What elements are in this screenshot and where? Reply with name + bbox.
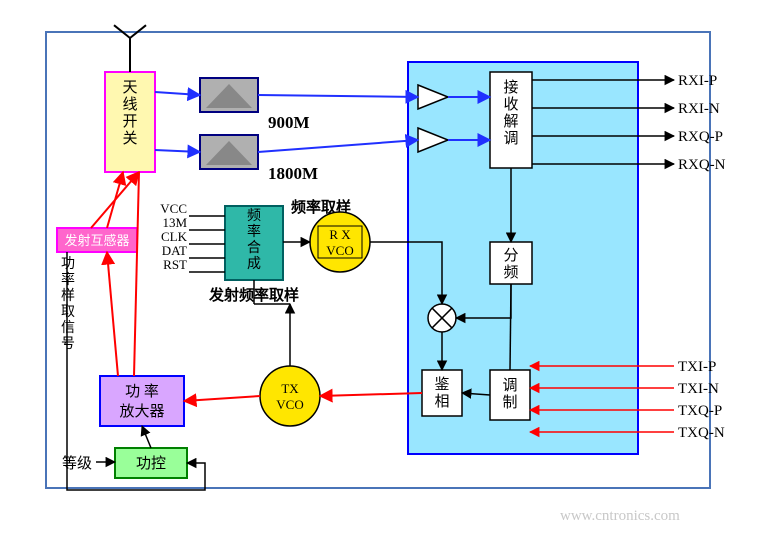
rxout-label-3: RXQ-N [678, 157, 726, 173]
svg-text:开: 开 [122, 114, 137, 130]
svg-text:天: 天 [122, 80, 137, 96]
rxout-label-1: RXI-N [678, 101, 720, 117]
svg-text:率: 率 [247, 223, 261, 240]
svg-text:调: 调 [502, 377, 517, 394]
txin-label-0: TXI-P [678, 359, 716, 375]
rxout-label-2: RXQ-P [678, 129, 723, 145]
svg-text:接: 接 [503, 79, 518, 96]
f2-to-amp2 [258, 140, 418, 152]
svg-text:样: 样 [61, 288, 75, 304]
synth-pin-label: 13M [162, 215, 187, 230]
sw-to-f2 [155, 150, 200, 152]
tx-sensor-label: 发射互感器 [64, 233, 129, 248]
tx-vco [260, 366, 320, 426]
svg-text:取: 取 [61, 305, 75, 320]
power-sample-label: 功率样取信号 [61, 256, 75, 352]
svg-text:功: 功 [61, 256, 75, 272]
svg-text:频: 频 [503, 264, 518, 281]
svg-text:线: 线 [122, 96, 137, 113]
svg-text:相: 相 [434, 393, 449, 410]
pa-to-sensor [107, 252, 118, 376]
txvco-to-pa [184, 396, 260, 401]
tx-vco-l2: VCO [276, 397, 303, 412]
antenna-switch-label: 天线开关 [122, 80, 137, 147]
svg-text:关: 关 [122, 130, 137, 147]
pa-l1: 功 率 [125, 383, 159, 400]
svg-text:制: 制 [502, 394, 517, 411]
sw-to-f1 [155, 92, 200, 95]
filter2-label: 1800M [268, 164, 318, 183]
synth-pin-label: VCC [160, 201, 187, 216]
txin-label-3: TXQ-N [678, 425, 725, 441]
pa-l2: 放大器 [119, 403, 164, 420]
rx-vco-l2: VCO [326, 243, 353, 258]
svg-text:鉴: 鉴 [434, 376, 449, 393]
synth-pin-label: RST [163, 257, 187, 272]
rx-vco [310, 212, 370, 272]
svg-text:频: 频 [247, 208, 261, 224]
rxout-label-0: RXI-P [678, 73, 717, 89]
synth-pin-label: CLK [161, 229, 188, 244]
pwrctrl-to-pa [142, 426, 151, 448]
sensor-to-switch2 [91, 172, 139, 228]
power-control-label: 功控 [136, 455, 166, 472]
wire [510, 284, 511, 370]
svg-text:合: 合 [247, 240, 261, 256]
svg-text:号: 号 [61, 337, 75, 352]
svg-text:调: 调 [503, 130, 518, 147]
svg-text:信: 信 [61, 320, 75, 336]
svg-text:率: 率 [61, 271, 75, 288]
phase-to-txvco [320, 393, 422, 396]
watermark: www.cntronics.com [560, 508, 680, 524]
tx-vco-l1: TX [281, 381, 299, 396]
svg-text:收: 收 [503, 96, 518, 113]
svg-text:分: 分 [503, 247, 518, 264]
filter1-label: 900M [268, 113, 310, 132]
svg-text:解: 解 [503, 113, 518, 130]
svg-text:成: 成 [247, 256, 261, 272]
txin-label-1: TXI-N [678, 381, 719, 397]
rx-vco-l1: R X [329, 227, 351, 242]
txin-label-2: TXQ-P [678, 403, 722, 419]
f1-to-amp1 [258, 95, 418, 97]
pa-up-line [134, 172, 139, 376]
synth-pin-label: DAT [162, 243, 187, 258]
